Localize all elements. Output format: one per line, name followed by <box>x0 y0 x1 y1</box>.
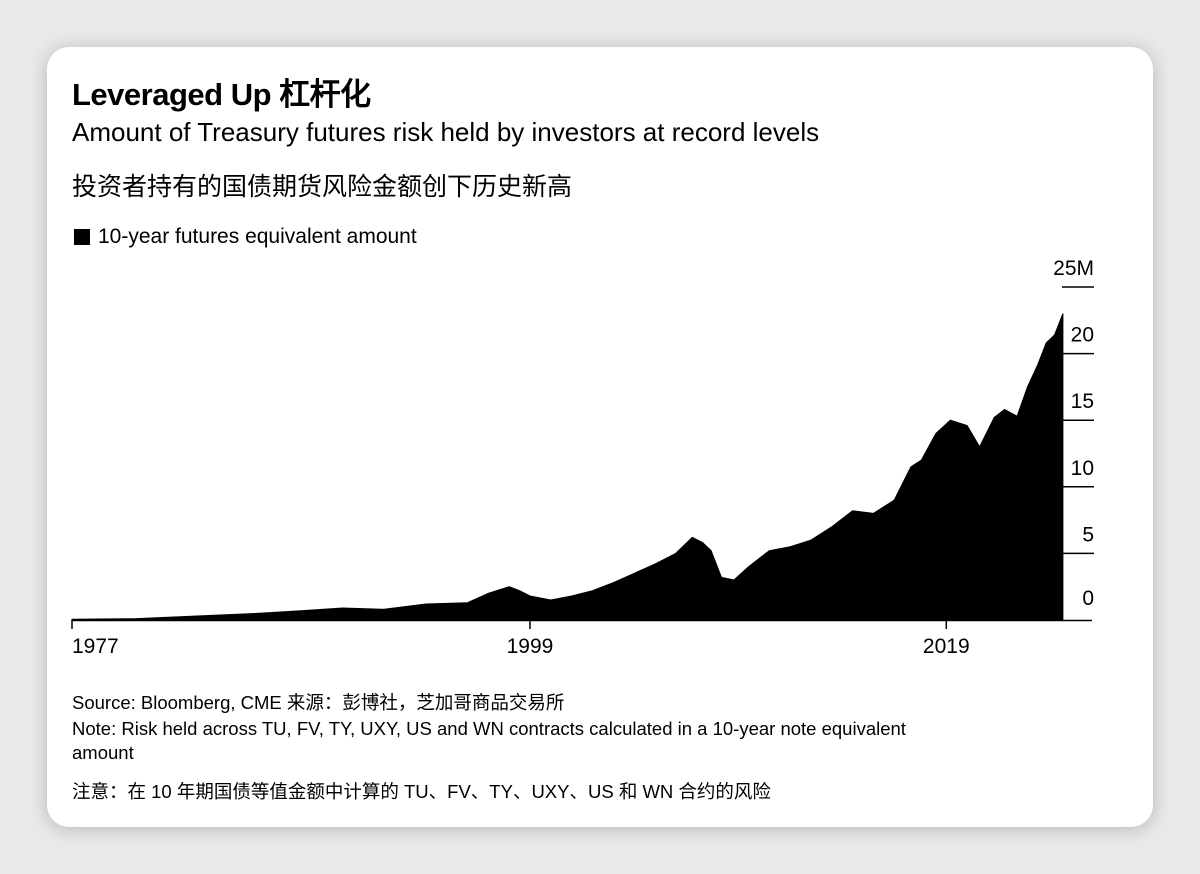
chart-card: Leveraged Up 杠杆化 Amount of Treasury futu… <box>47 47 1153 827</box>
y-tick-label: 10 <box>1071 457 1094 480</box>
footnote-line-2: amount <box>72 742 134 763</box>
chart-title: Leveraged Up 杠杆化 <box>72 77 371 112</box>
y-tick-label: 25M <box>1053 257 1094 280</box>
y-tick-label: 5 <box>1082 523 1094 546</box>
chart-subtitle: Amount of Treasury futures risk held by … <box>72 117 820 147</box>
chart-svg: 0 5 10 15 20 25M 1977 1999 2019 <box>71 257 1094 658</box>
y-tick-label: 15 <box>1071 390 1094 413</box>
chart-subtitle-chinese: 投资者持有的国债期货风险金额创下历史新高 <box>72 173 573 201</box>
x-tick-label: 1999 <box>507 635 554 658</box>
footnote-chinese: 注意：在 10 年期国债等值金额中计算的 TU、FV、TY、UXY、US 和 W… <box>72 781 771 802</box>
series-area <box>71 313 1064 621</box>
y-tick-label: 20 <box>1071 324 1094 347</box>
legend: 10-year futures equivalent amount <box>74 225 417 249</box>
series-area-layer <box>71 313 1064 621</box>
x-tick-label: 2019 <box>923 635 970 658</box>
y-axis: 0 5 10 15 20 25M <box>1053 257 1094 610</box>
legend-label: 10-year futures equivalent amount <box>98 225 417 248</box>
footnote-line-1: Note: Risk held across TU, FV, TY, UXY, … <box>72 718 906 739</box>
x-axis: 1977 1999 2019 <box>71 620 970 658</box>
source-note: Source: Bloomberg, CME 来源：彭博社，芝加哥商品交易所 <box>72 692 565 713</box>
y-tick-label: 0 <box>1082 587 1094 610</box>
legend-swatch <box>74 229 90 245</box>
x-tick-label: 1977 <box>72 635 119 658</box>
